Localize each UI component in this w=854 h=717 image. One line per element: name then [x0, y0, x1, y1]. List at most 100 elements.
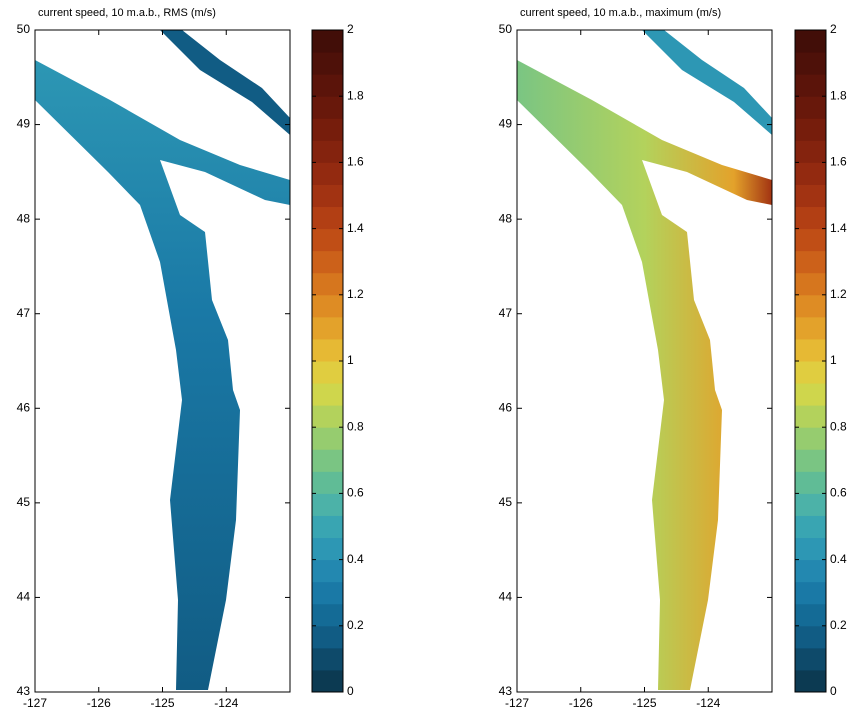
colorbar-cell	[795, 316, 826, 340]
y-tick-label: 48	[17, 211, 31, 225]
colorbar-cell	[312, 140, 343, 163]
colorbar-cell	[795, 140, 826, 163]
colorbar-tick-label: 0.2	[347, 618, 364, 632]
colorbar-cell	[312, 294, 343, 318]
colorbar-cell	[795, 603, 826, 627]
x-tick-label: -124	[696, 696, 720, 710]
colorbar-tick-label: 0.6	[830, 486, 847, 500]
colorbar-cell	[312, 669, 343, 693]
x-tick-label: -127	[23, 696, 47, 710]
panel-title: current speed, 10 m.a.b., RMS (m/s)	[38, 7, 216, 19]
x-tick-label: -125	[150, 696, 174, 710]
colorbar-cell	[795, 118, 826, 141]
colorbar-cell	[312, 647, 343, 671]
colorbar-tick-label: 1.8	[347, 88, 364, 102]
map-right	[517, 30, 772, 690]
y-tick-label: 47	[17, 306, 31, 320]
colorbar-cell	[312, 427, 343, 450]
colorbar-cell	[795, 427, 826, 450]
colorbar-cell	[795, 471, 826, 494]
x-tick-label: -126	[87, 696, 111, 710]
colorbar-cell	[312, 272, 343, 296]
colorbar-cell	[795, 96, 826, 119]
strait-region	[642, 30, 772, 135]
colorbar-cell	[795, 74, 826, 97]
colorbar-cell	[312, 184, 343, 208]
y-tick-label: 49	[17, 117, 31, 131]
ocean-region	[35, 60, 290, 690]
colorbar-cell	[312, 250, 343, 274]
colorbar-cell	[312, 361, 343, 384]
colorbar-cell	[795, 338, 826, 362]
colorbar-cell	[312, 383, 343, 406]
colorbar-cell	[795, 228, 826, 252]
y-tick-label: 44	[17, 590, 31, 604]
colorbar-cell	[312, 118, 343, 141]
y-tick-label: 44	[499, 590, 513, 604]
colorbar-cell	[312, 228, 343, 252]
colorbar-cell	[795, 272, 826, 296]
colorbar-cell	[795, 52, 826, 75]
colorbar-tick-label: 0.6	[347, 486, 364, 500]
colorbar-cell	[795, 537, 826, 561]
colorbar-cell	[312, 162, 343, 185]
colorbar-cell	[312, 338, 343, 362]
y-tick-label: 50	[17, 22, 31, 36]
panel-title: current speed, 10 m.a.b., maximum (m/s)	[520, 7, 721, 19]
colorbar-cell	[795, 669, 826, 693]
colorbar-cell	[795, 184, 826, 208]
colorbar-cell	[312, 537, 343, 561]
x-tick-label: -124	[214, 696, 238, 710]
colorbar-cell	[312, 30, 343, 53]
colorbar-cell	[795, 449, 826, 472]
colorbar-cell	[795, 162, 826, 185]
colorbar-tick-label: 1.6	[347, 155, 364, 169]
colorbar-cell	[312, 52, 343, 75]
colorbar-cell	[312, 405, 343, 428]
colorbar-tick-label: 0.8	[347, 419, 364, 433]
y-tick-label: 43	[17, 684, 31, 698]
map-left	[35, 30, 290, 690]
colorbar-cell	[795, 559, 826, 583]
colorbar-cell	[795, 206, 826, 230]
colorbar-cell	[795, 361, 826, 384]
ocean-region	[517, 60, 772, 690]
strait-region	[160, 30, 290, 135]
colorbar-cell	[795, 294, 826, 318]
y-tick-label: 45	[17, 495, 31, 509]
colorbar-tick-label: 0	[830, 684, 837, 698]
colorbar-cell	[795, 625, 826, 649]
colorbar-cell	[312, 625, 343, 649]
colorbar-cell	[312, 493, 343, 516]
colorbar-tick-label: 0	[347, 684, 354, 698]
colorbar-tick-label: 1.4	[830, 221, 847, 235]
x-tick-label: -127	[505, 696, 529, 710]
colorbar-tick-label: 0.4	[830, 552, 847, 566]
colorbar-cell	[312, 206, 343, 230]
colorbar-tick-label: 1	[830, 353, 837, 367]
colorbar-cell	[795, 30, 826, 53]
colorbar-tick-label: 1.2	[830, 287, 847, 301]
colorbar-cell	[795, 581, 826, 605]
colorbar-cell	[312, 515, 343, 539]
colorbar-tick-label: 2	[830, 22, 837, 36]
y-tick-label: 46	[17, 400, 31, 414]
colorbar-tick-label: 1.2	[347, 287, 364, 301]
colorbar-cell	[312, 471, 343, 494]
colorbar-cell	[312, 449, 343, 472]
y-tick-label: 47	[499, 306, 513, 320]
colorbar-tick-label: 0.2	[830, 618, 847, 632]
colorbar-cell	[312, 603, 343, 627]
colorbar-cell	[795, 250, 826, 274]
y-tick-label: 48	[499, 211, 513, 225]
colorbar-tick-label: 0.8	[830, 419, 847, 433]
colorbar-cell	[795, 383, 826, 406]
colorbar-cell	[795, 647, 826, 671]
colorbar-cell	[795, 405, 826, 428]
colorbar-tick-label: 2	[347, 22, 354, 36]
colorbar-cell	[312, 74, 343, 97]
y-tick-label: 45	[499, 495, 513, 509]
y-tick-label: 43	[499, 684, 513, 698]
y-tick-label: 46	[499, 400, 513, 414]
